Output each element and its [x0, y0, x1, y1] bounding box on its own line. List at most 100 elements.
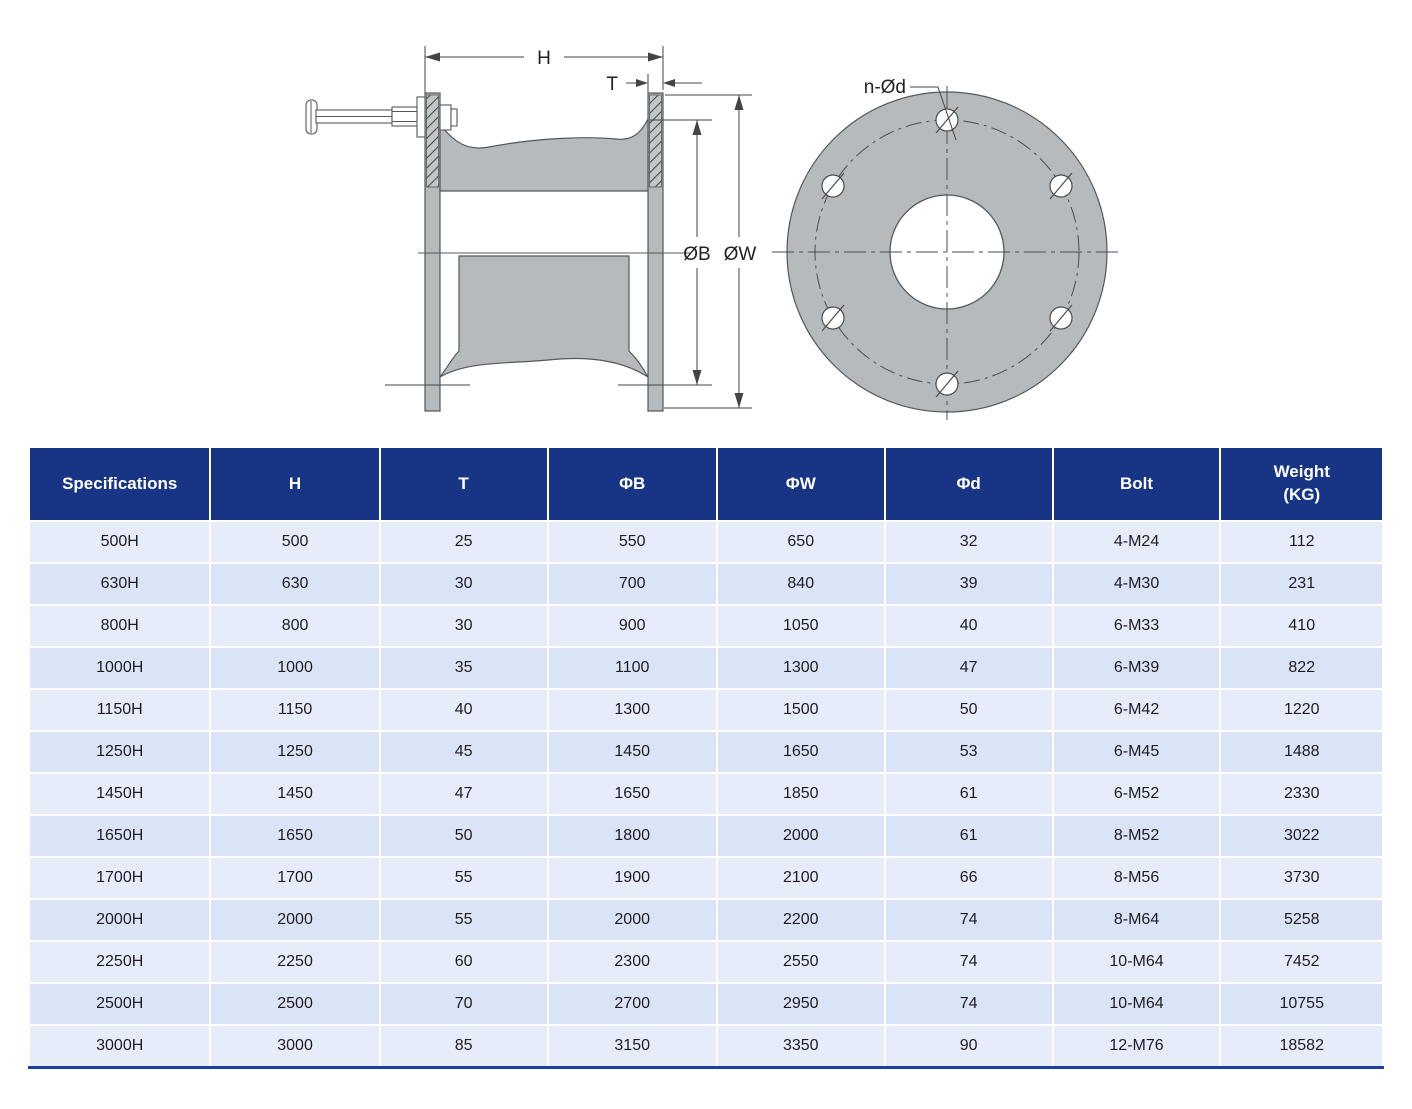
table-cell: 39: [883, 562, 1054, 606]
table-cell: 50: [378, 814, 549, 858]
table-cell: 2500: [209, 982, 381, 1026]
dimension-label-h: H: [537, 48, 551, 69]
column-header: Specifications: [27, 446, 212, 522]
table-row: 2500H 2500 70 2700 2950 74 10-M64 10755: [27, 982, 1384, 1026]
table-cell: 800H: [27, 604, 212, 648]
table-cell: 1900: [546, 856, 718, 900]
anchor-bolt: [305, 96, 458, 138]
table-cell: 10-M64: [1051, 940, 1222, 984]
side-view: H T: [305, 46, 757, 412]
table-cell: 6-M52: [1051, 772, 1222, 816]
table-cell: 1650H: [27, 814, 212, 858]
table-cell: 900: [546, 604, 718, 648]
table-cell: 3150: [546, 1024, 718, 1069]
table-cell: 7452: [1219, 940, 1384, 984]
table-cell: 55: [378, 898, 549, 942]
table-row: 1450H 1450 47 1650 1850 61 6-M52 2330: [27, 772, 1384, 816]
table-row: 1650H 1650 50 1800 2000 61 8-M52 3022: [27, 814, 1384, 858]
dimension-label-w: ØW: [724, 244, 757, 265]
table-cell: 55: [378, 856, 549, 900]
table-cell: 700: [546, 562, 718, 606]
table-cell: 1150: [209, 688, 381, 732]
table-cell: 1000H: [27, 646, 212, 690]
table-cell: 1650: [209, 814, 381, 858]
table-cell: 1450: [209, 772, 381, 816]
table-row: 2250H 2250 60 2300 2550 74 10-M64 7452: [27, 940, 1384, 984]
dimension-w: ØW: [724, 95, 757, 408]
table-cell: 1800: [546, 814, 718, 858]
table-cell: 1450: [546, 730, 718, 774]
bolt-hole: [821, 172, 845, 200]
table-cell: 2550: [715, 940, 886, 984]
table-cell: 1050: [715, 604, 886, 648]
table-row: 1250H 1250 45 1450 1650 53 6-M45 1488: [27, 730, 1384, 774]
table-header-row: Specifications H T ΦB ΦW Φd Bolt Weight (KG): [27, 446, 1384, 522]
table-cell: 61: [883, 814, 1054, 858]
table-cell: 2950: [715, 982, 886, 1026]
table-row: 3000H 3000 85 3150 3350 90 12-M76 18582: [27, 1024, 1384, 1069]
table-cell: 6-M42: [1051, 688, 1222, 732]
table-cell: 1100: [546, 646, 718, 690]
table-cell: 3000: [209, 1024, 381, 1069]
column-header: H: [209, 446, 381, 522]
table-cell: 2250: [209, 940, 381, 984]
table-row: 1700H 1700 55 1900 2100 66 8-M56 3730: [27, 856, 1384, 900]
table-cell: 1650: [715, 730, 886, 774]
column-header: Weight (KG): [1219, 446, 1384, 522]
table-cell: 2300: [546, 940, 718, 984]
table-row: 800H 800 30 900 1050 40 6-M33 410: [27, 604, 1384, 648]
table-cell: 40: [378, 688, 549, 732]
bolt-hole: [821, 304, 845, 332]
table-cell: 61: [883, 772, 1054, 816]
table-cell: 1250: [209, 730, 381, 774]
table-cell: 50: [883, 688, 1054, 732]
bolt-hole: [1049, 304, 1073, 332]
table-cell: 90: [883, 1024, 1054, 1069]
table-row: 1000H 1000 35 1100 1300 47 6-M39 822: [27, 646, 1384, 690]
dimension-t: T: [606, 74, 702, 95]
bolt-holes: [821, 106, 1073, 398]
table-cell: 3022: [1219, 814, 1384, 858]
column-header: Φd: [883, 446, 1054, 522]
table-cell: 2100: [715, 856, 886, 900]
bolt-hole-label: n-Ød: [864, 77, 906, 98]
table-cell: 1450H: [27, 772, 212, 816]
table-cell: 1220: [1219, 688, 1384, 732]
table-cell: 25: [378, 520, 549, 564]
table-cell: 822: [1219, 646, 1384, 690]
table-cell: 74: [883, 898, 1054, 942]
fender-body-lower: [439, 255, 649, 378]
table-cell: 800: [209, 604, 381, 648]
table-cell: 1650: [546, 772, 718, 816]
bolt-washer-plate: [416, 96, 426, 138]
flange-left-hatch: [426, 94, 439, 188]
table-cell: 2250H: [27, 940, 212, 984]
table-cell: 70: [378, 982, 549, 1026]
table-cell: 2700: [546, 982, 718, 1026]
table-cell: 40: [883, 604, 1054, 648]
table-cell: 6-M45: [1051, 730, 1222, 774]
table-row: 1150H 1150 40 1300 1500 50 6-M42 1220: [27, 688, 1384, 732]
table-cell: 85: [378, 1024, 549, 1069]
table-cell: 500H: [27, 520, 212, 564]
table-cell: 500: [209, 520, 381, 564]
table-cell: 231: [1219, 562, 1384, 606]
dimension-h: H: [424, 46, 664, 100]
table-cell: 12-M76: [1051, 1024, 1222, 1069]
table-cell: 1000: [209, 646, 381, 690]
table-cell: 32: [883, 520, 1054, 564]
dimension-label-t: T: [606, 74, 618, 95]
table-cell: 2000: [546, 898, 718, 942]
table-cell: 8-M56: [1051, 856, 1222, 900]
bolt-nut: [439, 104, 452, 131]
table-cell: 630H: [27, 562, 212, 606]
table-cell: 5258: [1219, 898, 1384, 942]
table-cell: 1700: [209, 856, 381, 900]
table-cell: 2330: [1219, 772, 1384, 816]
table-cell: 45: [378, 730, 549, 774]
table-cell: 3350: [715, 1024, 886, 1069]
table-cell: 30: [378, 562, 549, 606]
table-cell: 2500H: [27, 982, 212, 1026]
table-cell: 410: [1219, 604, 1384, 648]
table-cell: 1500: [715, 688, 886, 732]
